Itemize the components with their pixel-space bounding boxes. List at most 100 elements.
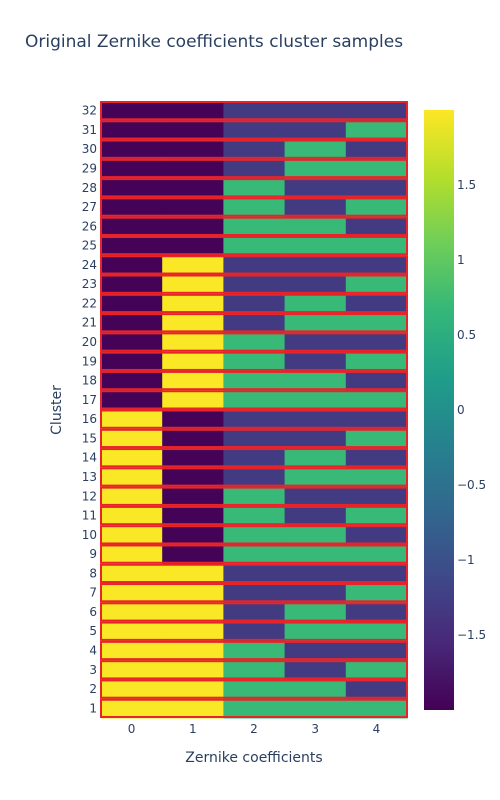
heatmap-cell	[284, 467, 347, 488]
cluster-outline	[100, 120, 408, 140]
heatmap-cell	[345, 563, 408, 584]
heatmap-cell	[345, 351, 408, 372]
y-tick-label: 15	[82, 431, 97, 445]
heatmap-cell	[162, 332, 224, 353]
heatmap-cell	[345, 602, 408, 623]
heatmap-cell	[162, 178, 224, 198]
heatmap-cell	[101, 660, 163, 680]
heatmap-cell	[101, 525, 163, 545]
heatmap-cell	[223, 390, 286, 410]
y-tick-label: 11	[82, 509, 97, 523]
heatmap-cell	[101, 698, 163, 719]
heatmap-cell	[101, 313, 163, 333]
colorbar-tick-label: 0.5	[457, 328, 476, 342]
heatmap-cell	[101, 467, 163, 488]
heatmap-cell	[345, 120, 408, 141]
heatmap-cell	[345, 313, 408, 333]
heatmap-cell	[284, 640, 347, 661]
heatmap-cell	[162, 158, 224, 179]
y-tick-label: 24	[82, 258, 97, 272]
heatmap-cell	[101, 101, 163, 121]
heatmap-cell	[345, 332, 408, 353]
heatmap-cell	[162, 313, 224, 333]
heatmap-cell	[101, 486, 163, 507]
heatmap-cell	[223, 544, 286, 565]
cluster-outline	[100, 255, 408, 275]
heatmap-cell	[284, 101, 347, 121]
heatmap-cell	[345, 235, 408, 256]
heatmap-cell	[284, 563, 347, 584]
heatmap-cell	[101, 120, 163, 141]
heatmap-cell	[162, 390, 224, 410]
heatmap-cell	[345, 101, 408, 121]
cluster-outline	[100, 660, 408, 680]
cluster-outline	[100, 274, 408, 294]
x-tick-label: 1	[189, 722, 197, 736]
heatmap-cell	[223, 486, 286, 507]
heatmap-cell	[223, 351, 286, 372]
heatmap-cell	[162, 351, 224, 372]
x-tick-label: 0	[128, 722, 136, 736]
cluster-outline	[100, 467, 408, 487]
heatmap-cell	[223, 563, 286, 584]
heatmap-cell	[162, 698, 224, 719]
heatmap-cell	[223, 505, 286, 526]
y-tick-label: 27	[82, 200, 97, 214]
y-axis-label: Cluster	[49, 385, 65, 435]
y-tick-label: 20	[82, 335, 97, 349]
heatmap-cell	[284, 698, 347, 719]
y-tick-label: 14	[82, 451, 97, 465]
heatmap-cell	[284, 313, 347, 333]
heatmap-cell	[345, 197, 408, 218]
heatmap-cell	[345, 370, 408, 391]
cluster-outline	[100, 563, 408, 584]
heatmap-cell	[162, 621, 224, 642]
heatmap-cell	[162, 467, 224, 488]
y-tick-label: 25	[82, 239, 97, 253]
heatmap-cell	[162, 197, 224, 218]
cluster-outline	[100, 505, 408, 526]
cluster-outline	[100, 178, 408, 198]
heatmap-cell	[223, 698, 286, 719]
heatmap-cell	[345, 698, 408, 719]
cluster-outline	[100, 351, 408, 371]
cluster-outline	[100, 313, 408, 333]
heatmap-cell	[223, 621, 286, 642]
heatmap-cell	[162, 216, 224, 237]
heatmap-cell	[223, 197, 286, 218]
heatmap-cell	[284, 448, 347, 468]
y-tick-label: 4	[89, 644, 97, 658]
heatmap-cell	[101, 544, 163, 565]
y-tick-label: 22	[82, 296, 97, 310]
heatmap-cell	[162, 602, 224, 623]
heatmap-cell	[223, 448, 286, 468]
cluster-outline	[100, 486, 408, 506]
heatmap-cell	[284, 409, 347, 430]
cluster-outline	[100, 332, 408, 352]
heatmap-cell	[223, 274, 286, 295]
heatmap-cell	[101, 332, 163, 353]
y-tick-label: 10	[82, 528, 97, 542]
y-axis-ticks: 1234567891011121314151617181920212223242…	[82, 104, 97, 716]
heatmap-cell	[162, 255, 224, 276]
y-tick-label: 9	[89, 547, 97, 561]
heatmap-cell	[162, 544, 224, 565]
heatmap-cell	[345, 390, 408, 410]
y-tick-label: 31	[82, 123, 97, 137]
heatmap-cell	[345, 486, 408, 507]
heatmap-cell	[223, 235, 286, 256]
heatmap-cell	[223, 101, 286, 121]
heatmap-cell	[223, 332, 286, 353]
cluster-outline	[100, 390, 408, 410]
y-tick-label: 26	[82, 219, 97, 233]
y-tick-label: 6	[89, 605, 97, 619]
cluster-outline	[100, 101, 408, 121]
colorbar: 1.5 1 0.5 0 −0.5 −1 −1.5	[424, 110, 486, 710]
heatmap-cell	[284, 505, 347, 526]
cluster-outlines	[100, 101, 408, 718]
heatmap-cell	[162, 640, 224, 661]
heatmap-cell	[101, 583, 163, 603]
heatmap-cell	[162, 525, 224, 545]
